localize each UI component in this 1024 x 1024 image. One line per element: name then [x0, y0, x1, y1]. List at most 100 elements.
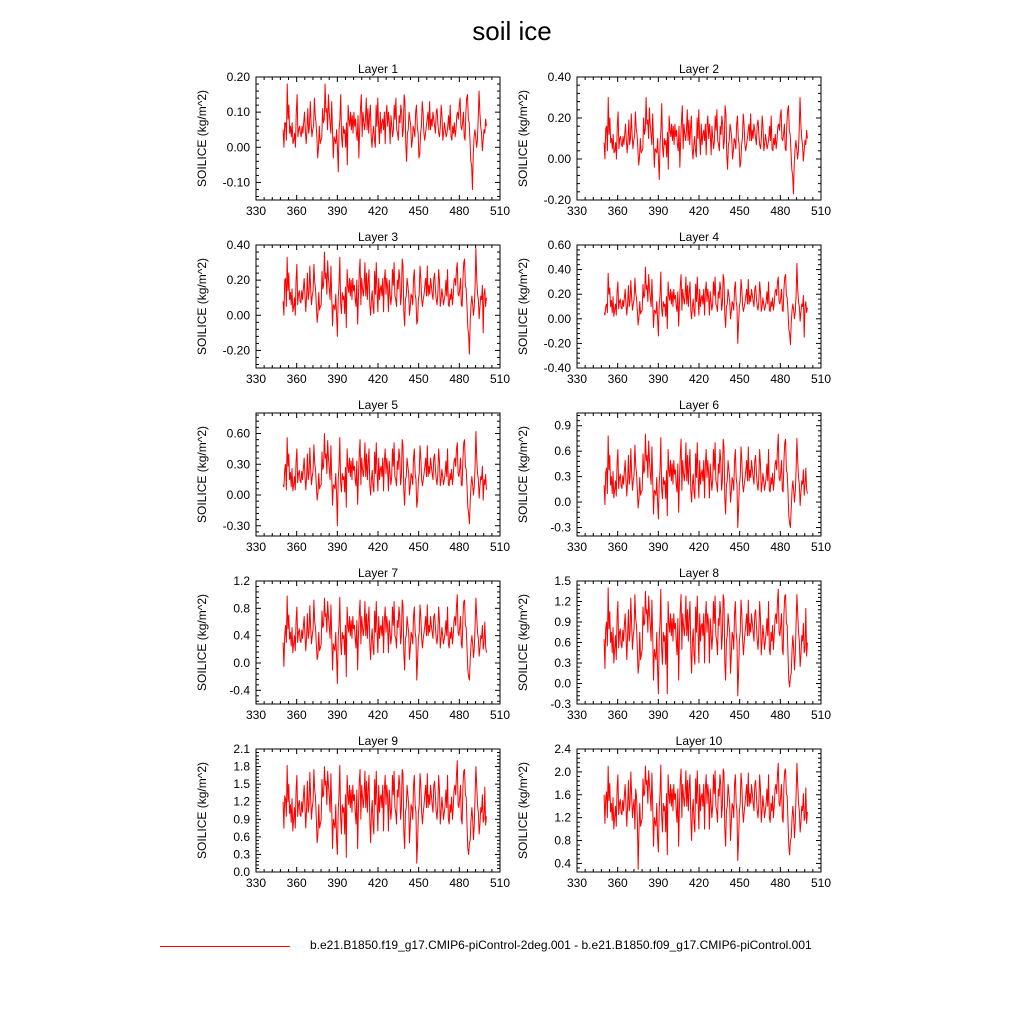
y-tick-label: 0.9 — [554, 419, 571, 433]
x-tick-label: 330 — [567, 708, 587, 722]
y-tick-label: -0.20 — [223, 343, 251, 357]
y-axis-label: SOILICE (kg/m^2) — [195, 426, 209, 523]
chart-panel-3: Layer 3 SOILICE (kg/m^2) 330 360 390 420 450 48… — [195, 230, 510, 386]
x-tick-label: 360 — [608, 708, 628, 722]
series-line — [603, 433, 808, 529]
x-tick-label: 330 — [246, 708, 266, 722]
x-tick-label: 390 — [327, 204, 347, 218]
x-tick-label: 510 — [490, 708, 510, 722]
chart-panel-10: Layer 10 SOILICE (kg/m^2) 330 360 390 420 450 4… — [516, 734, 831, 890]
chart-panel-7: Layer 7 SOILICE (kg/m^2) 330 360 390 420 450 48… — [195, 566, 510, 722]
y-axis-label: SOILICE (kg/m^2) — [195, 90, 209, 187]
x-tick-label: 480 — [770, 876, 790, 890]
y-tick-label: 2.0 — [554, 765, 571, 779]
x-tick-label: 390 — [648, 540, 668, 554]
y-tick-label: 2.4 — [554, 742, 571, 756]
x-tick-label: 450 — [409, 540, 429, 554]
panel-title: Layer 2 — [679, 62, 719, 76]
y-tick-label: 0.20 — [227, 70, 251, 84]
panel-title: Layer 9 — [358, 734, 398, 748]
y-tick-label: 0.00 — [548, 152, 572, 166]
x-tick-label: 360 — [608, 204, 628, 218]
x-tick-label: 330 — [246, 204, 266, 218]
y-axis-label: SOILICE (kg/m^2) — [516, 426, 530, 523]
x-tick-label: 420 — [368, 708, 388, 722]
x-tick-label: 510 — [811, 372, 831, 386]
x-tick-label: 330 — [567, 204, 587, 218]
y-tick-label: 0.60 — [548, 238, 572, 252]
panel-title: Layer 5 — [358, 398, 398, 412]
y-tick-label: 0.8 — [233, 601, 250, 615]
y-tick-label: 0.00 — [227, 308, 251, 322]
x-tick-label: 390 — [648, 876, 668, 890]
y-tick-label: 1.8 — [233, 760, 250, 774]
y-tick-label: 0.0 — [233, 865, 250, 879]
y-tick-label: 1.2 — [233, 795, 250, 809]
y-tick-label: -0.30 — [223, 519, 251, 533]
chart-panel-8: Layer 8 SOILICE (kg/m^2) 330 360 390 420 450 48… — [516, 566, 831, 722]
x-tick-label: 450 — [730, 204, 750, 218]
x-tick-label: 450 — [730, 372, 750, 386]
x-tick-label: 390 — [648, 204, 668, 218]
y-tick-label: 0.10 — [227, 105, 251, 119]
x-tick-label: 330 — [567, 372, 587, 386]
y-tick-label: 1.6 — [554, 788, 571, 802]
panel-title: Layer 10 — [676, 734, 723, 748]
y-tick-label: 0.9 — [233, 812, 250, 826]
y-axis-label: SOILICE (kg/m^2) — [195, 594, 209, 691]
x-tick-label: 450 — [409, 876, 429, 890]
chart-panel-9: Layer 9 SOILICE (kg/m^2) 330 360 390 420 450 48… — [195, 734, 510, 890]
x-tick-label: 330 — [246, 876, 266, 890]
x-tick-label: 450 — [730, 876, 750, 890]
y-axis-label: SOILICE (kg/m^2) — [195, 258, 209, 355]
x-tick-label: 510 — [811, 876, 831, 890]
y-tick-label: 0.6 — [554, 444, 571, 458]
y-tick-label: 0.0 — [554, 495, 571, 509]
x-tick-label: 360 — [287, 204, 307, 218]
y-tick-label: 0.0 — [554, 677, 571, 691]
chart-panel-4: Layer 4 SOILICE (kg/m^2) 330 360 390 420 450 48… — [516, 230, 831, 386]
y-axis-label: SOILICE (kg/m^2) — [195, 762, 209, 859]
y-tick-label: 0.20 — [548, 287, 572, 301]
x-tick-label: 420 — [689, 876, 709, 890]
x-tick-label: 510 — [490, 876, 510, 890]
series-line — [603, 587, 808, 697]
y-tick-label: -0.10 — [223, 175, 251, 189]
y-tick-label: 0.3 — [554, 470, 571, 484]
x-tick-label: 360 — [287, 540, 307, 554]
x-tick-label: 360 — [287, 372, 307, 386]
legend: b.e21.B1850.f19_g17.CMIP6-piControl-2deg… — [160, 936, 880, 956]
y-tick-label: 1.5 — [554, 574, 571, 588]
y-tick-label: 0.40 — [227, 238, 251, 252]
x-tick-label: 450 — [730, 540, 750, 554]
y-tick-label: 0.9 — [554, 615, 571, 629]
x-tick-label: 450 — [409, 372, 429, 386]
panel-title: Layer 7 — [358, 566, 398, 580]
y-tick-label: 1.5 — [233, 777, 250, 791]
y-tick-label: 0.00 — [227, 140, 251, 154]
y-tick-label: 0.00 — [227, 488, 251, 502]
x-tick-label: 360 — [608, 540, 628, 554]
y-tick-label: -0.4 — [229, 683, 250, 697]
x-tick-label: 330 — [246, 540, 266, 554]
chart-panel-6: Layer 6 SOILICE (kg/m^2) 330 360 390 420 450 48… — [516, 398, 831, 554]
series-line — [603, 762, 808, 870]
x-tick-label: 420 — [689, 204, 709, 218]
series-line — [603, 97, 808, 195]
x-tick-label: 330 — [567, 876, 587, 890]
chart-panel-5: Layer 5 SOILICE (kg/m^2) 330 360 390 420 450 48… — [195, 398, 510, 554]
x-tick-label: 330 — [567, 540, 587, 554]
y-tick-label: -0.40 — [544, 361, 572, 375]
y-tick-label: 1.2 — [233, 574, 250, 588]
x-tick-label: 480 — [449, 540, 469, 554]
x-tick-label: 390 — [327, 372, 347, 386]
y-axis-label: SOILICE (kg/m^2) — [516, 762, 530, 859]
x-tick-label: 480 — [770, 708, 790, 722]
x-tick-label: 390 — [648, 372, 668, 386]
y-tick-label: 0.4 — [233, 629, 250, 643]
panel-title: Layer 8 — [679, 566, 719, 580]
x-tick-label: 420 — [689, 708, 709, 722]
y-tick-label: -0.3 — [550, 521, 571, 535]
y-tick-label: 0.30 — [227, 457, 251, 471]
